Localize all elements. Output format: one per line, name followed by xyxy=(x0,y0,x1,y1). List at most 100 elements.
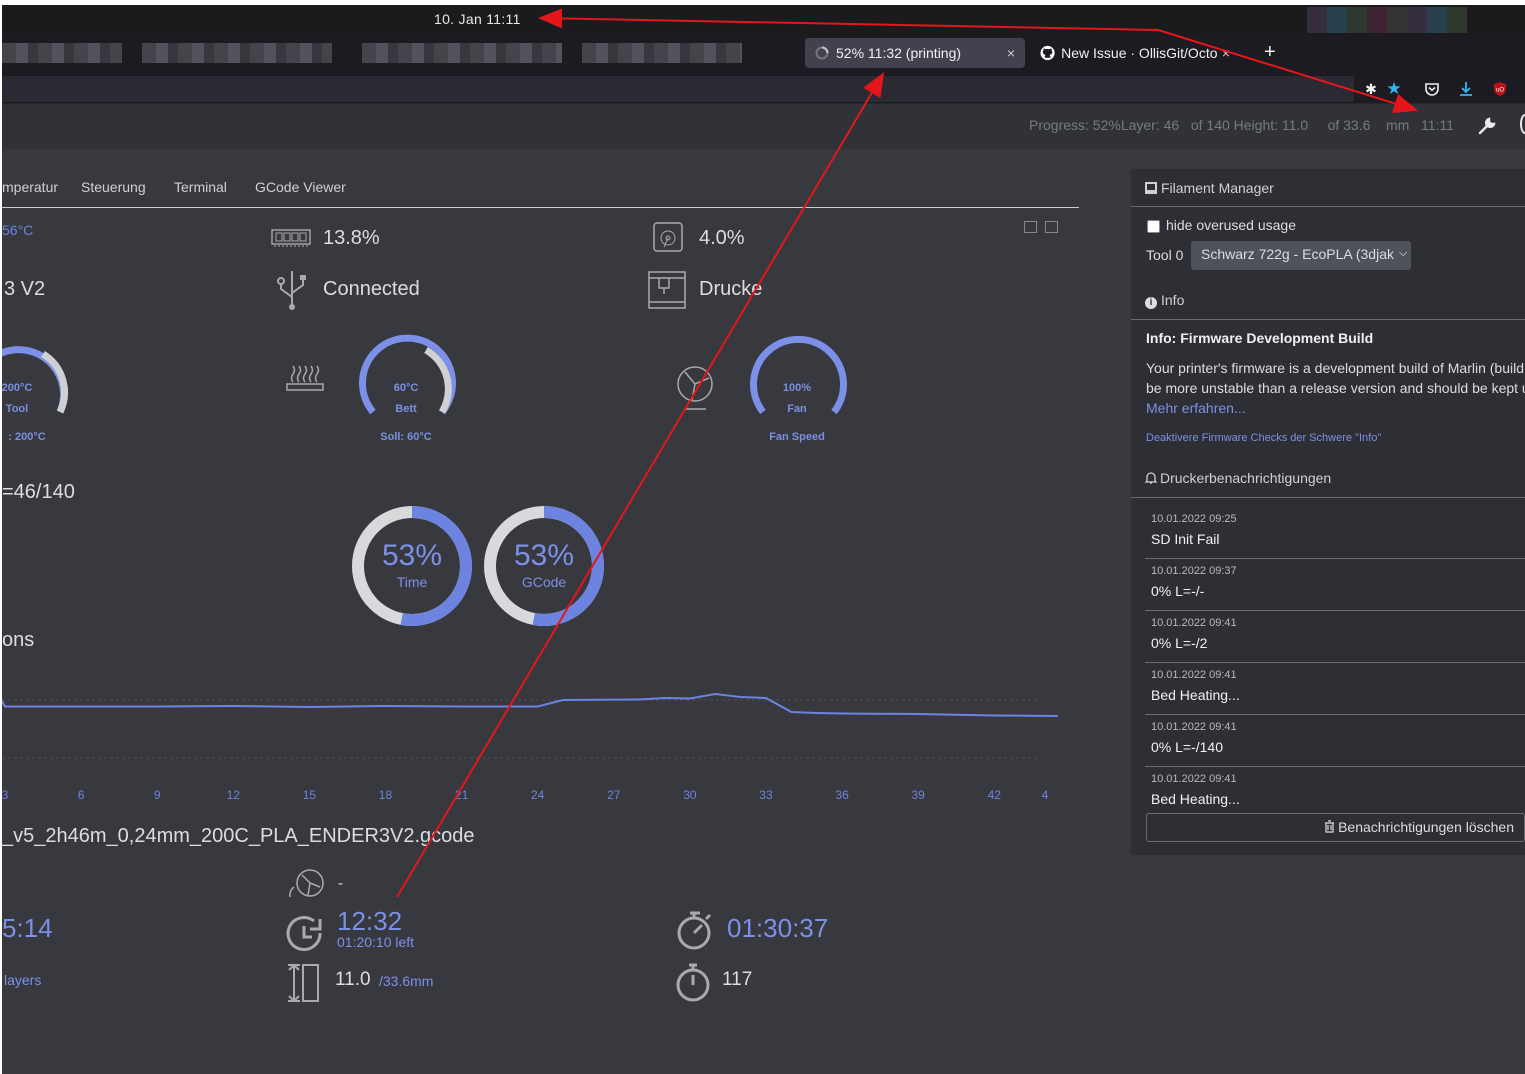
notification-text: Bed Heating... xyxy=(1151,687,1240,703)
info-line-1: Your printer's firmware is a development… xyxy=(1146,360,1524,376)
x-tick-label: 15 xyxy=(303,788,317,802)
tab-terminal[interactable]: Terminal xyxy=(174,179,227,195)
ublock-icon[interactable]: uO xyxy=(1492,81,1508,97)
layer-time-chart: 3 6 9 12 15 18 21 24 27 30 33 36 39 42 4 xyxy=(2,692,1058,802)
printer-icon xyxy=(648,271,686,309)
spool-select-value: Schwarz 722g - EcoPLA (3djak xyxy=(1201,246,1394,262)
x-tick-label: 42 xyxy=(988,788,1002,802)
x-tick-label: 33 xyxy=(759,788,773,802)
notification-date: 10.01.2022 09:25 xyxy=(1151,513,1237,525)
loading-spinner-icon xyxy=(815,46,829,60)
url-field[interactable] xyxy=(2,76,1354,102)
github-icon xyxy=(1040,45,1055,61)
bed-label: Bett xyxy=(395,403,417,415)
power-icon[interactable] xyxy=(1520,114,1525,134)
browser-window: 10. Jan 11:11 52% 11:32 (printing) × New… xyxy=(2,5,1525,1074)
blurred-tab[interactable] xyxy=(142,43,332,63)
notification-date: 10.01.2022 09:41 xyxy=(1151,617,1237,629)
notification-text: 0% L=-/140 xyxy=(1151,739,1223,755)
notification-item: 10.01.2022 09:41 0% L=-/2 xyxy=(1145,611,1525,663)
divider xyxy=(1131,206,1525,207)
blurred-tab[interactable] xyxy=(362,43,562,63)
notification-item: 10.01.2022 09:37 0% L=-/- xyxy=(1145,559,1525,611)
wrench-icon[interactable] xyxy=(1478,117,1496,135)
tab-steuerung[interactable]: Steuerung xyxy=(81,179,146,195)
fullscreen-icon[interactable] xyxy=(1045,221,1058,233)
spool-select[interactable]: Schwarz 722g - EcoPLA (3djak xyxy=(1191,241,1411,270)
notification-date: 10.01.2022 09:41 xyxy=(1151,773,1237,785)
notification-date: 10.01.2022 09:41 xyxy=(1151,721,1237,733)
notification-item: 10.01.2022 09:25 SD Init Fail xyxy=(1145,507,1525,559)
divider xyxy=(1131,319,1525,320)
layer-count: 117 xyxy=(722,969,753,990)
notification-item: 10.01.2022 09:41 Bed Heating... xyxy=(1145,767,1525,819)
tab-temperatur[interactable]: mperatur xyxy=(2,179,59,195)
main-tab-bar: mperatur Steuerung Terminal GCode Viewer xyxy=(2,179,1079,208)
total-print-time: 01:30:37 xyxy=(727,913,829,943)
eta-time: 12:32 xyxy=(337,906,403,936)
stopwatch-icon xyxy=(677,911,712,950)
connection-status: Connected xyxy=(323,278,420,300)
total-height: /33.6mm xyxy=(379,973,434,989)
shrink-icon[interactable] xyxy=(1024,221,1037,233)
fan-speed-value: 100% xyxy=(782,382,812,394)
layers-label: layers xyxy=(4,972,42,988)
tab-octoprint[interactable]: 52% 11:32 (printing) × xyxy=(805,38,1025,68)
notification-item: 10.01.2022 09:41 0% L=-/140 xyxy=(1145,715,1525,767)
system-clock[interactable]: 10. Jan 11:11 xyxy=(434,11,521,27)
bed-gauge xyxy=(359,334,456,415)
info-header[interactable]: i Info xyxy=(1145,292,1184,309)
fan-speed-caption: Fan Speed xyxy=(769,431,825,443)
tab-github-issue[interactable]: New Issue · OllisGit/Octo × xyxy=(1030,38,1240,68)
hide-overused-label: hide overused usage xyxy=(1166,217,1296,233)
notification-date: 10.01.2022 09:37 xyxy=(1151,565,1237,577)
tab-title: 52% 11:32 (printing) xyxy=(836,45,962,61)
tool-gauge xyxy=(2,346,68,414)
fan-gauge xyxy=(750,335,847,415)
notifications-header[interactable]: Druckerbenachrichtigungen xyxy=(1144,470,1331,486)
octoprint-navbar: Progress: 52%Layer: 46 of 140 Height: 11… xyxy=(2,103,1525,149)
pocket-icon[interactable] xyxy=(1424,81,1440,97)
trash-icon xyxy=(1325,820,1335,833)
filament-manager-header[interactable]: Filament Manager xyxy=(1145,180,1274,196)
elapsed-time: 5:14 xyxy=(2,913,53,943)
bookmark-star-icon[interactable]: ★ xyxy=(1386,79,1402,98)
chevron-down-icon: ⌵ xyxy=(1399,247,1408,259)
tab-gcode-viewer[interactable]: GCode Viewer xyxy=(255,179,346,195)
height-icon xyxy=(288,963,319,1003)
bug-icon[interactable]: ✱ xyxy=(1365,81,1377,97)
bell-icon xyxy=(1144,472,1158,484)
download-icon[interactable] xyxy=(1458,81,1474,97)
temperature-value: 56°C xyxy=(2,222,34,238)
disk-usage: 4.0% xyxy=(699,227,745,249)
close-tab-icon[interactable]: × xyxy=(1221,45,1230,61)
info-title: Info: Firmware Development Build xyxy=(1146,330,1374,346)
disk-icon xyxy=(653,222,683,252)
disable-checks-link[interactable]: Deaktivere Firmware Checks der Schwere "… xyxy=(1146,432,1382,444)
printer-name: 3 V2 xyxy=(4,278,46,300)
notification-text: 0% L=-/- xyxy=(1151,583,1205,599)
tool-label: Tool xyxy=(5,403,29,415)
main-content: mperatur Steuerung Terminal GCode Viewer… xyxy=(2,149,1525,1074)
notification-date: 10.01.2022 09:41 xyxy=(1151,669,1237,681)
x-tick-label: 30 xyxy=(683,788,697,802)
hide-overused-checkbox[interactable] xyxy=(1147,220,1160,233)
browser-toolbar: ✱ ★ uO xyxy=(2,73,1525,103)
notification-text: Bed Heating... xyxy=(1151,791,1240,807)
x-tick-label: 39 xyxy=(911,788,925,802)
svg-text:uO: uO xyxy=(1496,88,1504,94)
notification-text: 0% L=-/2 xyxy=(1151,635,1208,651)
browser-tab-bar: 52% 11:32 (printing) × New Issue · Ollis… xyxy=(2,35,1525,73)
blurred-tab[interactable] xyxy=(582,43,742,63)
clear-notifications-button[interactable]: Benachrichtigungen löschen xyxy=(1146,813,1525,842)
new-tab-button[interactable]: + xyxy=(1264,41,1276,63)
section-title: ons xyxy=(2,629,35,651)
clear-notifications-label: Benachrichtigungen löschen xyxy=(1338,819,1514,835)
close-tab-icon[interactable]: × xyxy=(1006,45,1015,61)
tool-label: Tool 0 xyxy=(1146,247,1184,263)
divider xyxy=(1131,497,1525,498)
learn-more-link[interactable]: Mehr erfahren... xyxy=(1146,400,1246,416)
x-tick-label: 12 xyxy=(227,788,241,802)
blurred-tab[interactable] xyxy=(2,43,122,63)
x-tick-label: 9 xyxy=(154,788,161,802)
